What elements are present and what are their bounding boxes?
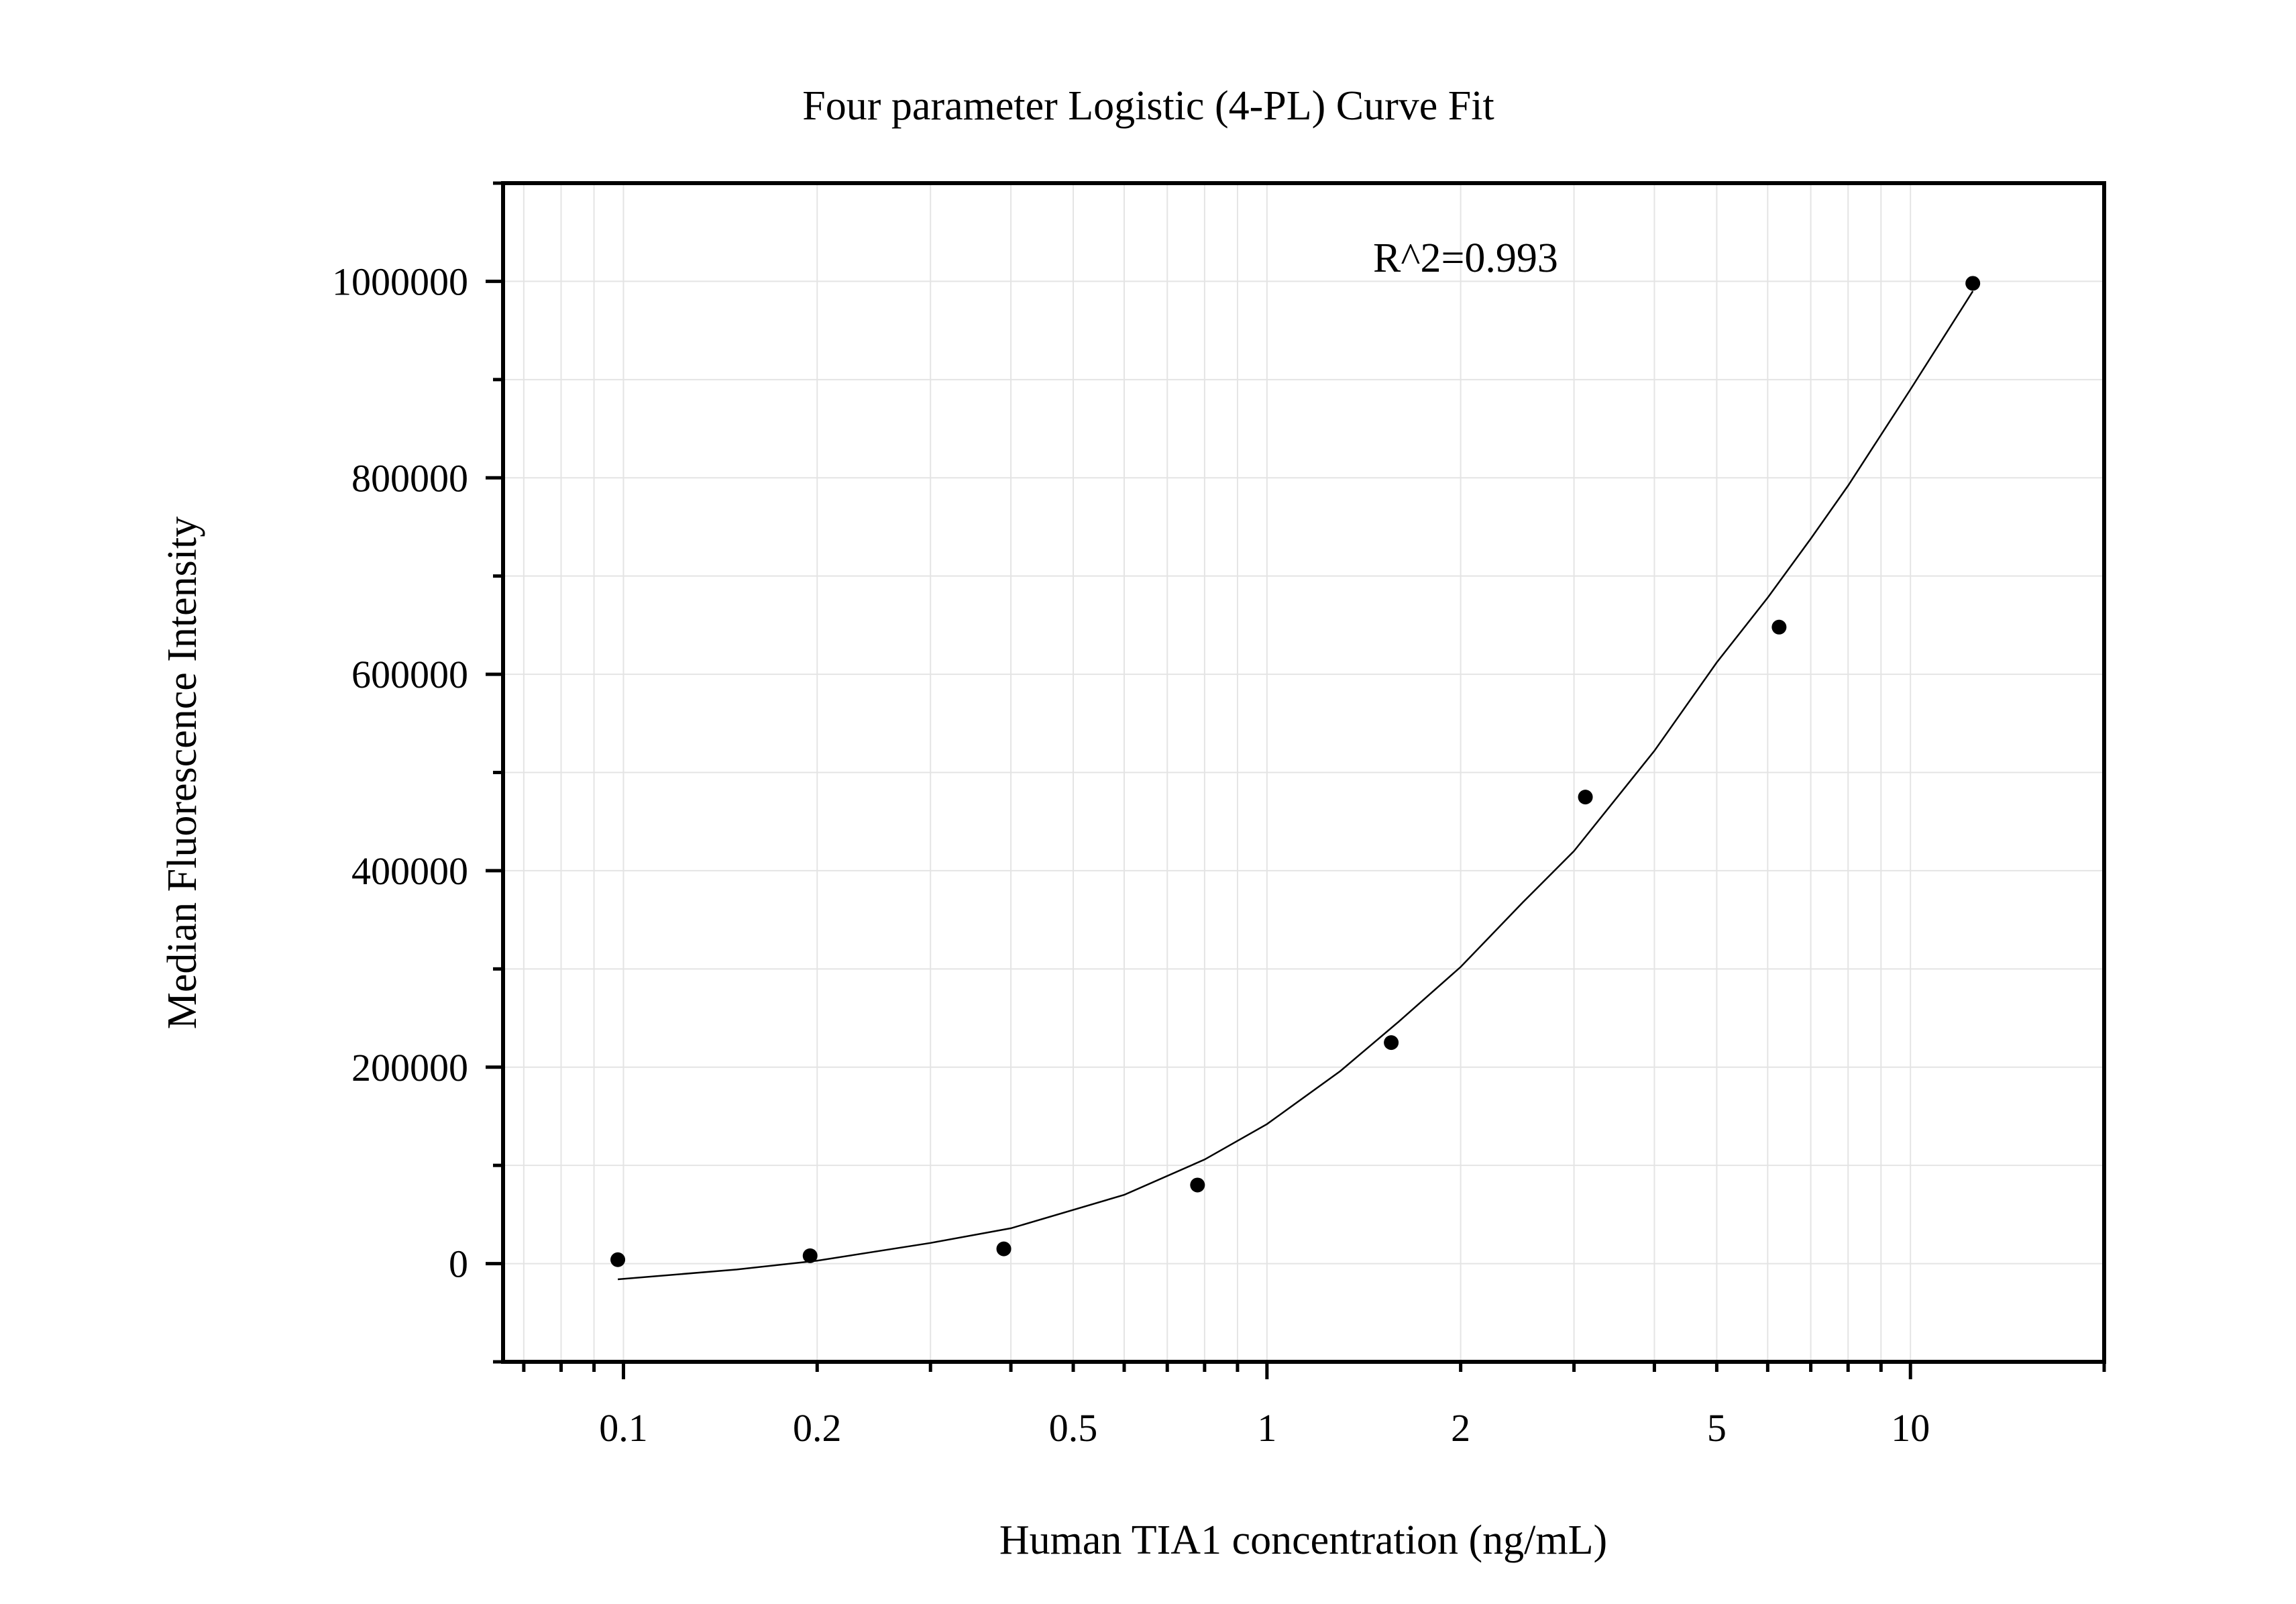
data-points bbox=[610, 276, 1981, 1267]
fit-curve bbox=[617, 290, 1974, 1281]
y-tick-label: 1000000 bbox=[332, 260, 468, 303]
x-tick-label: 1 bbox=[1257, 1406, 1276, 1450]
data-point bbox=[1384, 1035, 1399, 1051]
data-point bbox=[1965, 276, 1981, 291]
ticks bbox=[486, 181, 2106, 1379]
data-point bbox=[610, 1252, 626, 1267]
data-point bbox=[802, 1248, 818, 1263]
y-axis-title: Median Fluorescence Intensity bbox=[160, 517, 205, 1029]
y-tick-label: 400000 bbox=[351, 849, 468, 893]
data-point bbox=[996, 1241, 1012, 1257]
x-tick-label: 0.1 bbox=[599, 1406, 648, 1450]
x-tick-label: 0.5 bbox=[1049, 1406, 1098, 1450]
x-axis-title: Human TIA1 concentration (ng/mL) bbox=[999, 1517, 1607, 1563]
chart-title: Four parameter Logistic (4-PL) Curve Fit bbox=[802, 83, 1494, 129]
tick-labels: 0.1 0.2 0.5 1 2 5 10 0 200000 400000 600000 800000 1… bbox=[332, 260, 1930, 1450]
y-tick-label: 200000 bbox=[351, 1046, 468, 1089]
x-tick-label: 5 bbox=[1707, 1406, 1727, 1450]
data-point bbox=[1771, 619, 1787, 635]
x-tick-label: 2 bbox=[1451, 1406, 1470, 1450]
data-point bbox=[1190, 1177, 1205, 1193]
y-tick-label: 600000 bbox=[351, 653, 468, 696]
fit-curve-layer bbox=[617, 290, 1974, 1281]
r-squared-annotation: R^2=0.993 bbox=[1373, 235, 1558, 281]
y-tick-label: 800000 bbox=[351, 456, 468, 500]
x-tick-label: 0.2 bbox=[793, 1406, 842, 1450]
data-point bbox=[1578, 790, 1593, 805]
y-tick-label: 0 bbox=[449, 1242, 468, 1286]
x-tick-label: 10 bbox=[1891, 1406, 1930, 1450]
